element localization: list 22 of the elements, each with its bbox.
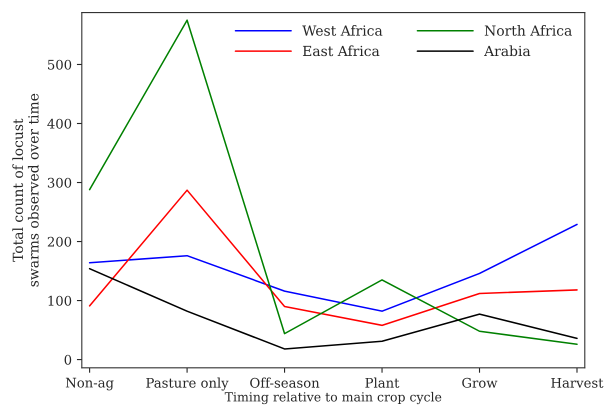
y-tick-label: 400 xyxy=(47,118,72,129)
legend-label: North Africa xyxy=(484,25,572,36)
x-tick-label: Harvest xyxy=(551,378,604,388)
line-series xyxy=(88,268,578,350)
legend-label: Arabia xyxy=(484,45,530,56)
y-axis-title: Total count of locust swarms observed over time xyxy=(12,94,39,286)
y-tick-label: 300 xyxy=(48,178,72,188)
line-series xyxy=(88,224,578,312)
legend-label: East Africa xyxy=(302,45,380,56)
x-tick-label: Plant xyxy=(365,378,400,388)
y-tick-label: 500 xyxy=(48,60,72,70)
x-tick-label: Pasture only xyxy=(146,378,229,391)
line-series xyxy=(88,19,578,345)
x-tick-label: Grow xyxy=(462,378,498,388)
x-axis-title: Timing relative to main crop cycle xyxy=(224,392,442,404)
x-tick-label: Off-season xyxy=(250,378,320,388)
legend-label: West Africa xyxy=(302,25,382,36)
y-tick-label: 200 xyxy=(48,236,72,247)
x-tick-label: Non-ag xyxy=(66,378,114,390)
y-tick-label: 100 xyxy=(48,296,72,306)
line-series xyxy=(88,189,578,326)
y-tick-label: 0 xyxy=(64,354,72,365)
